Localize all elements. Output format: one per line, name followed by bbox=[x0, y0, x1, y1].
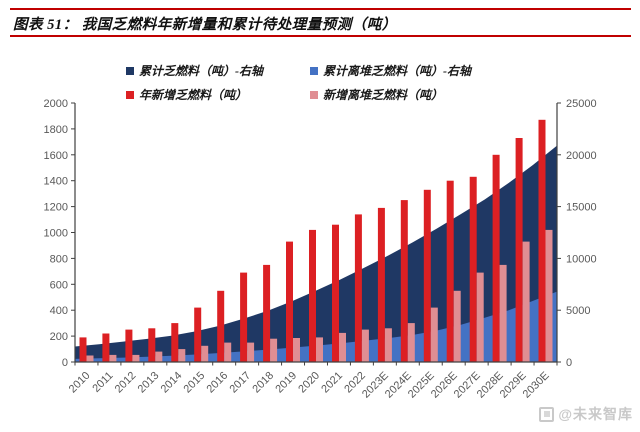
right-axis-tick-label: 10000 bbox=[566, 253, 597, 265]
annual-new-spent-fuel-bar bbox=[286, 241, 293, 362]
new-offsite-spent-fuel-bar bbox=[430, 307, 438, 362]
x-axis-category-label: 2015 bbox=[182, 370, 208, 396]
legend-item-annual-new-spent-fuel: 年新增乏燃料（吨） bbox=[126, 86, 310, 103]
legend-item-cumulative-spent-fuel: 累计乏燃料（吨）-右轴 bbox=[126, 62, 310, 79]
annual-new-spent-fuel-bar bbox=[171, 323, 179, 362]
new-offsite-spent-fuel-bar bbox=[270, 338, 278, 362]
new-offsite-spent-fuel-bar bbox=[384, 328, 392, 362]
new-offsite-spent-fuel-bar bbox=[293, 338, 300, 362]
new-offsite-spent-fuel-bar bbox=[201, 345, 209, 362]
right-axis-tick-label: 5000 bbox=[566, 305, 590, 317]
watermark: @未来智库 bbox=[539, 404, 633, 424]
x-axis-category-label: 2010 bbox=[67, 370, 93, 396]
left-axis-tick-label: 1800 bbox=[44, 124, 68, 136]
new-offsite-spent-fuel-bar bbox=[453, 290, 461, 362]
annual-new-spent-fuel-bar bbox=[194, 307, 202, 362]
annual-new-spent-fuel-bar bbox=[79, 337, 87, 362]
new-offsite-spent-fuel-bar bbox=[155, 351, 163, 362]
annual-new-spent-fuel-bar bbox=[492, 154, 500, 362]
x-axis-category-label: 2016 bbox=[205, 370, 231, 396]
legend-swatch-cumulative-spent-fuel bbox=[126, 66, 134, 75]
annual-new-spent-fuel-bar bbox=[469, 176, 477, 362]
left-axis-tick-label: 1400 bbox=[44, 176, 68, 188]
legend-item-new-offsite-spent-fuel: 新增离堆乏燃料（吨） bbox=[310, 86, 471, 103]
annual-new-spent-fuel-bar bbox=[354, 214, 362, 362]
legend-swatch-new-offsite-spent-fuel bbox=[310, 90, 318, 99]
x-axis-category-label: 2018 bbox=[250, 370, 276, 396]
right-axis-tick-label: 0 bbox=[566, 357, 572, 369]
x-axis-category-label: 2021 bbox=[319, 370, 345, 396]
new-offsite-spent-fuel-bar bbox=[109, 354, 117, 362]
annual-new-spent-fuel-bar bbox=[332, 224, 339, 362]
annual-new-spent-fuel-bar bbox=[400, 200, 408, 362]
legend-swatch-annual-new-spent-fuel bbox=[126, 90, 134, 99]
new-offsite-spent-fuel-bar bbox=[545, 229, 553, 362]
annual-new-spent-fuel-bar bbox=[309, 229, 316, 362]
new-offsite-spent-fuel-bar bbox=[224, 342, 232, 362]
new-offsite-spent-fuel-bar bbox=[361, 329, 369, 362]
new-offsite-spent-fuel-bar bbox=[339, 332, 346, 362]
new-offsite-spent-fuel-bar bbox=[476, 272, 484, 362]
x-axis-category-label: 2013 bbox=[136, 370, 162, 396]
annual-new-spent-fuel-bar bbox=[263, 264, 271, 362]
left-axis-tick-label: 0 bbox=[62, 357, 68, 369]
left-axis-tick-label: 1600 bbox=[44, 150, 68, 162]
annual-new-spent-fuel-bar bbox=[446, 180, 454, 362]
annual-new-spent-fuel-bar bbox=[102, 333, 110, 362]
left-axis-tick-label: 1000 bbox=[44, 228, 68, 240]
new-offsite-spent-fuel-bar bbox=[247, 342, 255, 362]
left-axis-tick-label: 200 bbox=[50, 331, 68, 343]
annual-new-spent-fuel-bar bbox=[515, 138, 523, 362]
legend-label: 年新增乏燃料（吨） bbox=[139, 88, 248, 102]
title-divider bbox=[10, 35, 631, 37]
x-axis-category-label: 2019 bbox=[273, 370, 299, 396]
top-divider bbox=[10, 8, 631, 10]
watermark-logo-icon bbox=[539, 406, 555, 422]
new-offsite-spent-fuel-bar bbox=[86, 355, 94, 362]
x-axis-category-label: 2020 bbox=[296, 370, 322, 396]
legend-label: 新增离堆乏燃料（吨） bbox=[323, 88, 444, 102]
left-axis-tick-label: 800 bbox=[50, 253, 68, 265]
left-axis-tick-label: 600 bbox=[50, 279, 68, 291]
figure-title: 图表 51： 我国乏燃料年新增量和累计待处理量预测（吨） bbox=[13, 17, 397, 33]
right-axis-tick-label: 20000 bbox=[566, 150, 597, 162]
legend-swatch-cumulative-offsite-spent-fuel bbox=[310, 66, 318, 75]
x-axis-category-label: 2017 bbox=[227, 370, 253, 396]
annual-new-spent-fuel-bar bbox=[377, 207, 385, 362]
annual-new-spent-fuel-bar bbox=[423, 189, 431, 362]
legend-label: 累计乏燃料（吨）-右轴 bbox=[139, 64, 263, 78]
new-offsite-spent-fuel-bar bbox=[522, 241, 530, 362]
x-axis-category-label: 2012 bbox=[113, 370, 139, 396]
left-axis-tick-label: 1200 bbox=[44, 202, 68, 214]
right-axis-tick-label: 15000 bbox=[566, 202, 597, 214]
x-axis-category-label: 2011 bbox=[90, 370, 115, 395]
legend-item-cumulative-offsite-spent-fuel: 累计离堆乏燃料（吨）-右轴 bbox=[310, 62, 471, 79]
annual-new-spent-fuel-bar bbox=[538, 119, 546, 362]
left-axis-tick-label: 400 bbox=[50, 305, 68, 317]
new-offsite-spent-fuel-bar bbox=[407, 323, 415, 362]
annual-new-spent-fuel-bar bbox=[148, 328, 156, 362]
right-axis-tick-label: 25000 bbox=[566, 98, 597, 110]
new-offsite-spent-fuel-bar bbox=[499, 264, 507, 362]
x-axis-category-label: 2030E bbox=[521, 370, 552, 401]
legend-label: 累计离堆乏燃料（吨）-右轴 bbox=[323, 64, 471, 78]
annual-new-spent-fuel-bar bbox=[240, 272, 248, 362]
chart-legend: 累计乏燃料（吨）-右轴 累计离堆乏燃料（吨）-右轴年新增乏燃料（吨） 新增离堆乏燃料… bbox=[126, 62, 471, 103]
annual-new-spent-fuel-bar bbox=[125, 329, 133, 362]
annual-new-spent-fuel-bar bbox=[217, 290, 225, 362]
left-axis-tick-label: 2000 bbox=[44, 98, 68, 110]
new-offsite-spent-fuel-bar bbox=[316, 337, 323, 362]
watermark-text: @未来智库 bbox=[558, 406, 633, 422]
new-offsite-spent-fuel-bar bbox=[178, 349, 186, 362]
x-axis-category-label: 2014 bbox=[159, 370, 185, 396]
new-offsite-spent-fuel-bar bbox=[132, 354, 140, 362]
